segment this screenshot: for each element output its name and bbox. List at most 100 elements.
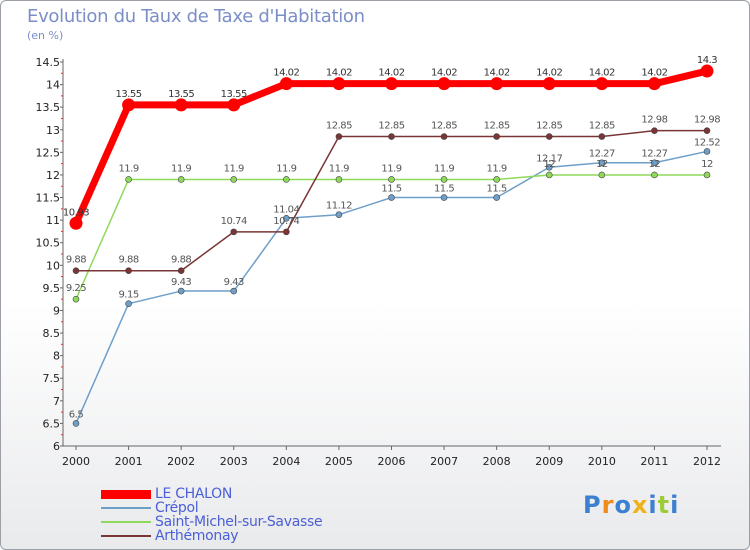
data-label-le-chalon: 14.3	[697, 55, 717, 66]
data-label-arthemonay: 12.85	[484, 121, 510, 132]
data-label-saint-michel-sur-savasse: 11.9	[381, 163, 401, 174]
y-tick-label: 6	[53, 440, 60, 453]
data-label-le-chalon: 14.02	[484, 68, 510, 79]
legend-swatch-le-chalon	[101, 489, 151, 499]
data-label-crepol: 12.52	[694, 137, 720, 148]
data-point-arthemonay	[335, 133, 343, 140]
data-point-crepol	[388, 194, 395, 201]
data-label-le-chalon: 14.02	[641, 68, 667, 79]
data-point-crepol	[177, 287, 185, 295]
legend-item-crepol[interactable]: Crépol	[101, 501, 322, 515]
legend-label-arthemonay: Arthémonay	[155, 528, 239, 544]
data-label-le-chalon: 14.02	[431, 68, 457, 79]
data-label-arthemonay: 12.85	[589, 121, 615, 132]
data-label-arthemonay: 12.85	[378, 121, 404, 132]
y-tick-label: 9.5	[43, 282, 61, 295]
data-label-crepol: 9.15	[118, 290, 138, 301]
data-point-le-chalon	[385, 77, 398, 91]
y-tick-label: 12.5	[36, 146, 61, 159]
x-tick-label: 2004	[272, 455, 300, 468]
data-label-saint-michel-sur-savasse: 11.9	[276, 163, 296, 174]
data-point-arthemonay	[72, 267, 80, 275]
data-point-crepol	[283, 215, 290, 222]
legend-swatch-crepol	[101, 507, 151, 509]
logo-letter: t	[657, 491, 671, 519]
y-tick-label: 7.5	[43, 372, 61, 385]
data-label-le-chalon: 14.02	[589, 68, 615, 79]
x-tick-label: 2003	[220, 455, 248, 468]
data-point-saint-michel-sur-savasse	[493, 176, 500, 183]
legend-item-saint-michel-sur-savasse[interactable]: Saint-Michel-sur-Savasse	[101, 514, 323, 530]
x-tick-label: 2002	[167, 455, 195, 468]
data-label-arthemonay: 12.98	[694, 115, 720, 126]
data-point-le-chalon	[332, 77, 346, 91]
y-tick-label: 11.5	[36, 192, 61, 205]
data-point-le-chalon	[227, 98, 241, 112]
x-tick-label: 2007	[430, 455, 458, 468]
y-tick-label: 14.5	[36, 56, 61, 69]
data-point-arthemonay	[440, 133, 448, 140]
data-label-crepol: 11.12	[326, 201, 352, 212]
data-label-crepol: 11.5	[381, 184, 401, 195]
data-label-crepol: 11.5	[434, 184, 454, 195]
data-label-saint-michel-sur-savasse: 11.9	[224, 163, 244, 174]
data-label-saint-michel-sur-savasse: 11.9	[329, 163, 349, 174]
legend-label-le-chalon: LE CHALON	[155, 486, 233, 502]
data-point-saint-michel-sur-savasse	[177, 176, 185, 183]
legend-swatch-arthemonay	[101, 535, 151, 537]
logo-letter: i	[670, 491, 680, 519]
data-point-saint-michel-sur-savasse	[283, 176, 290, 183]
legend-item-arthemonay[interactable]: Arthémonay	[101, 529, 322, 543]
legend-label-crepol: Crépol	[155, 500, 199, 516]
proxiti-logo: Proxiti	[583, 491, 679, 519]
y-tick-label: 10.5	[36, 237, 61, 250]
data-label-arthemonay: 12.98	[641, 115, 667, 126]
data-label-crepol: 12.17	[536, 153, 562, 164]
data-label-le-chalon: 14.02	[536, 68, 562, 79]
data-label-arthemonay: 9.88	[118, 255, 138, 266]
data-label-arthemonay: 12.85	[431, 121, 457, 132]
data-point-le-chalon	[595, 77, 609, 91]
legend-item-le-chalon[interactable]: LE CHALON	[101, 487, 322, 501]
logo-letter: i	[648, 491, 658, 519]
chart-legend: LE CHALON Crépol Saint-Michel-sur-Savass…	[101, 487, 323, 543]
data-label-saint-michel-sur-savasse: 12	[701, 159, 713, 170]
x-tick-label: 2012	[693, 455, 721, 468]
data-label-arthemonay: 9.88	[66, 255, 86, 266]
data-label-arthemonay: 10.74	[273, 216, 299, 227]
data-label-crepol: 6.5	[69, 409, 84, 420]
data-label-saint-michel-sur-savasse: 11.9	[434, 163, 454, 174]
data-label-le-chalon: 14.02	[378, 68, 404, 79]
data-point-le-chalon	[174, 98, 188, 112]
data-label-saint-michel-sur-savasse: 11.9	[487, 163, 507, 174]
data-point-arthemonay	[283, 228, 290, 236]
y-tick-label: 10	[46, 259, 60, 272]
legend-label-saint-michel-sur-savasse: Saint-Michel-sur-Savasse	[155, 514, 323, 530]
data-point-le-chalon	[69, 216, 83, 230]
x-tick-label: 2009	[535, 455, 563, 468]
data-label-crepol: 9.43	[171, 277, 191, 288]
data-point-le-chalon	[700, 64, 714, 78]
data-point-arthemonay	[598, 133, 606, 140]
data-point-arthemonay	[230, 228, 238, 236]
x-tick-label: 2011	[640, 455, 668, 468]
data-point-le-chalon	[542, 77, 556, 91]
x-tick-label: 2008	[483, 455, 511, 468]
data-label-arthemonay: 10.74	[221, 216, 247, 227]
logo-letter: x	[631, 491, 649, 519]
data-label-le-chalon: 13.55	[168, 89, 194, 100]
data-point-saint-michel-sur-savasse	[230, 176, 238, 183]
data-point-crepol	[493, 194, 500, 201]
y-tick-label: 6.5	[43, 417, 61, 430]
data-label-crepol: 9.43	[224, 277, 244, 288]
data-label-arthemonay: 12.85	[536, 121, 562, 132]
data-point-le-chalon	[279, 77, 293, 91]
data-point-saint-michel-sur-savasse	[125, 176, 132, 183]
y-tick-label: 7	[53, 395, 60, 408]
y-tick-label: 9	[53, 304, 60, 317]
data-label-saint-michel-sur-savasse: 12	[543, 159, 555, 170]
data-point-crepol	[598, 159, 606, 167]
data-label-crepol: 11.04	[273, 204, 299, 215]
